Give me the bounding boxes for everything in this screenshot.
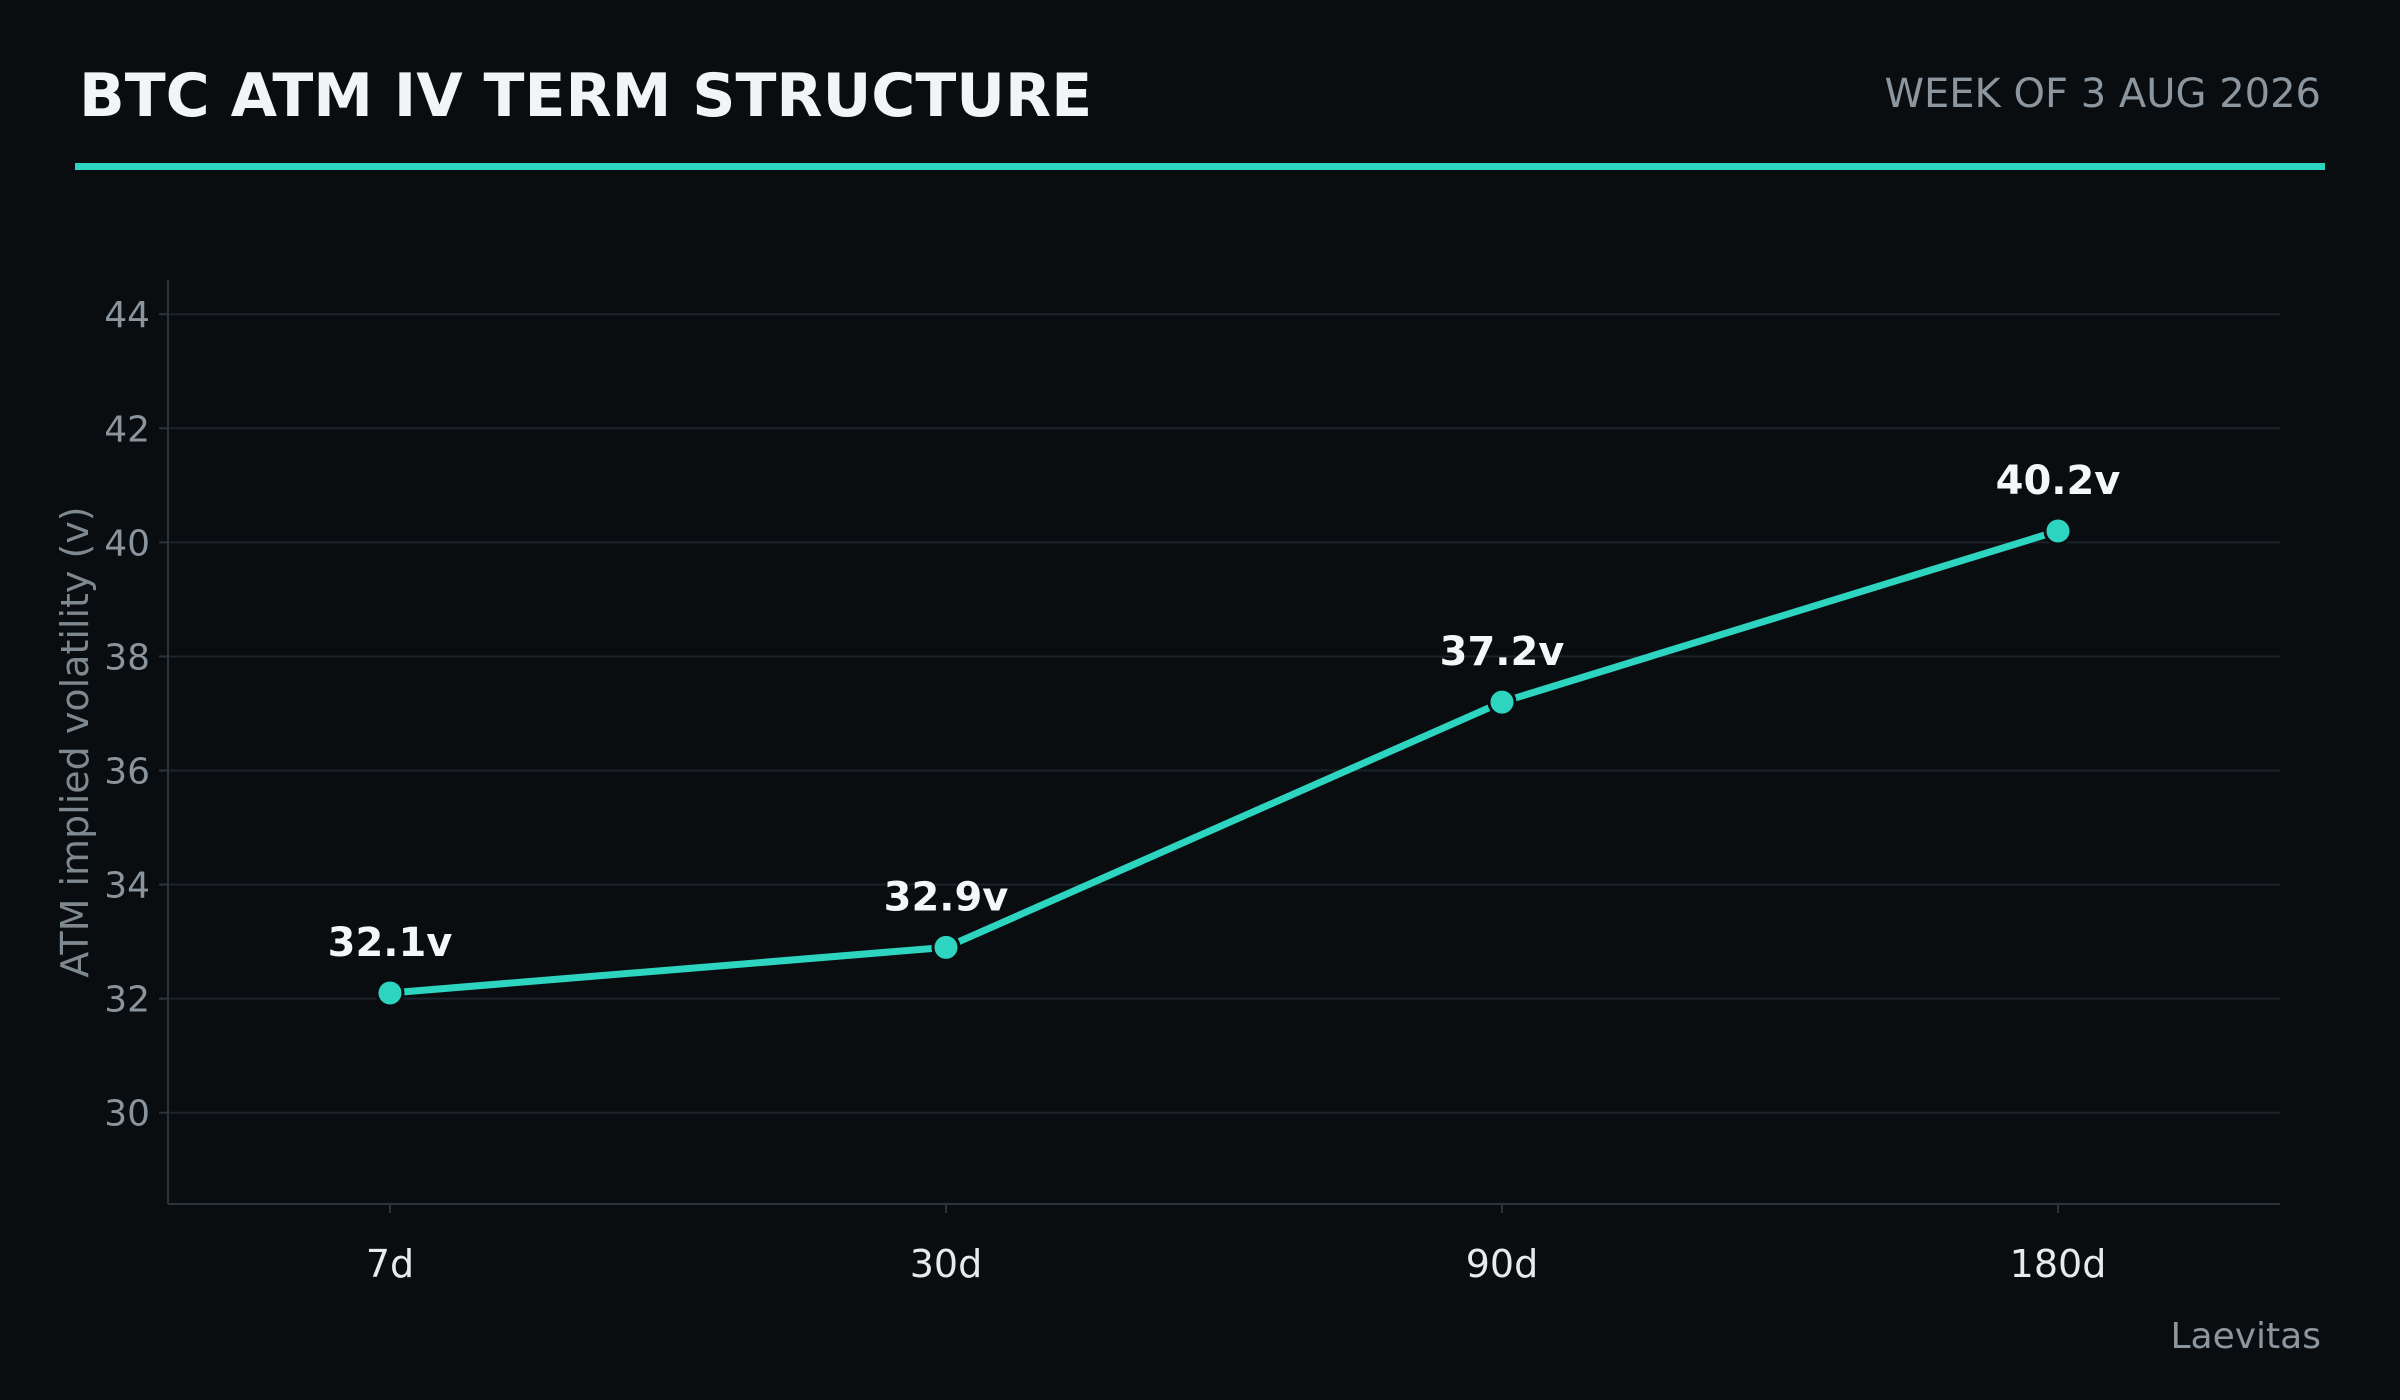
x-tick-labels: 7d 30d 90d 180d [366,1242,2106,1286]
chart-title: BTC ATM IV TERM STRUCTURE [79,61,1092,131]
x-tick-label-7d: 7d [366,1242,414,1286]
x-tick-label-180d: 180d [2010,1242,2107,1286]
data-points [375,516,2073,1008]
y-tick-label-34: 34 [104,866,150,907]
source-label: Laevitas [2170,1316,2321,1357]
series-line [386,527,2062,997]
axes [159,280,2280,1213]
data-point-7d [375,978,405,1008]
y-axis-label: ATM implied volatility (v) [53,506,97,977]
data-label-30d: 32.9v [884,874,1009,920]
header-accent-rule [75,163,2325,170]
x-tick-label-90d: 90d [1466,1242,1538,1286]
grid-lines [168,313,2280,1114]
y-tick-label-44: 44 [104,295,150,336]
y-tick-labels: 30 32 34 36 38 40 42 44 [104,295,150,1135]
data-point-90d [1487,687,1517,717]
data-label-90d: 37.2v [1440,629,1565,675]
data-labels: 32.1v 32.9v 37.2v 40.2v [328,458,2121,966]
y-tick-label-32: 32 [104,980,150,1021]
x-tick-label-30d: 30d [910,1242,982,1286]
chart-subtitle: WEEK OF 3 AUG 2026 [1884,71,2321,117]
series-iv [386,527,2062,997]
data-point-180d [2043,516,2073,546]
y-tick-label-40: 40 [104,523,150,564]
y-tick-label-30: 30 [104,1094,150,1135]
data-point-30d [931,932,961,962]
data-label-7d: 32.1v [328,920,453,966]
data-label-180d: 40.2v [1996,458,2121,504]
y-tick-label-38: 38 [104,637,150,678]
y-tick-label-36: 36 [104,752,150,793]
y-tick-label-42: 42 [104,409,150,450]
